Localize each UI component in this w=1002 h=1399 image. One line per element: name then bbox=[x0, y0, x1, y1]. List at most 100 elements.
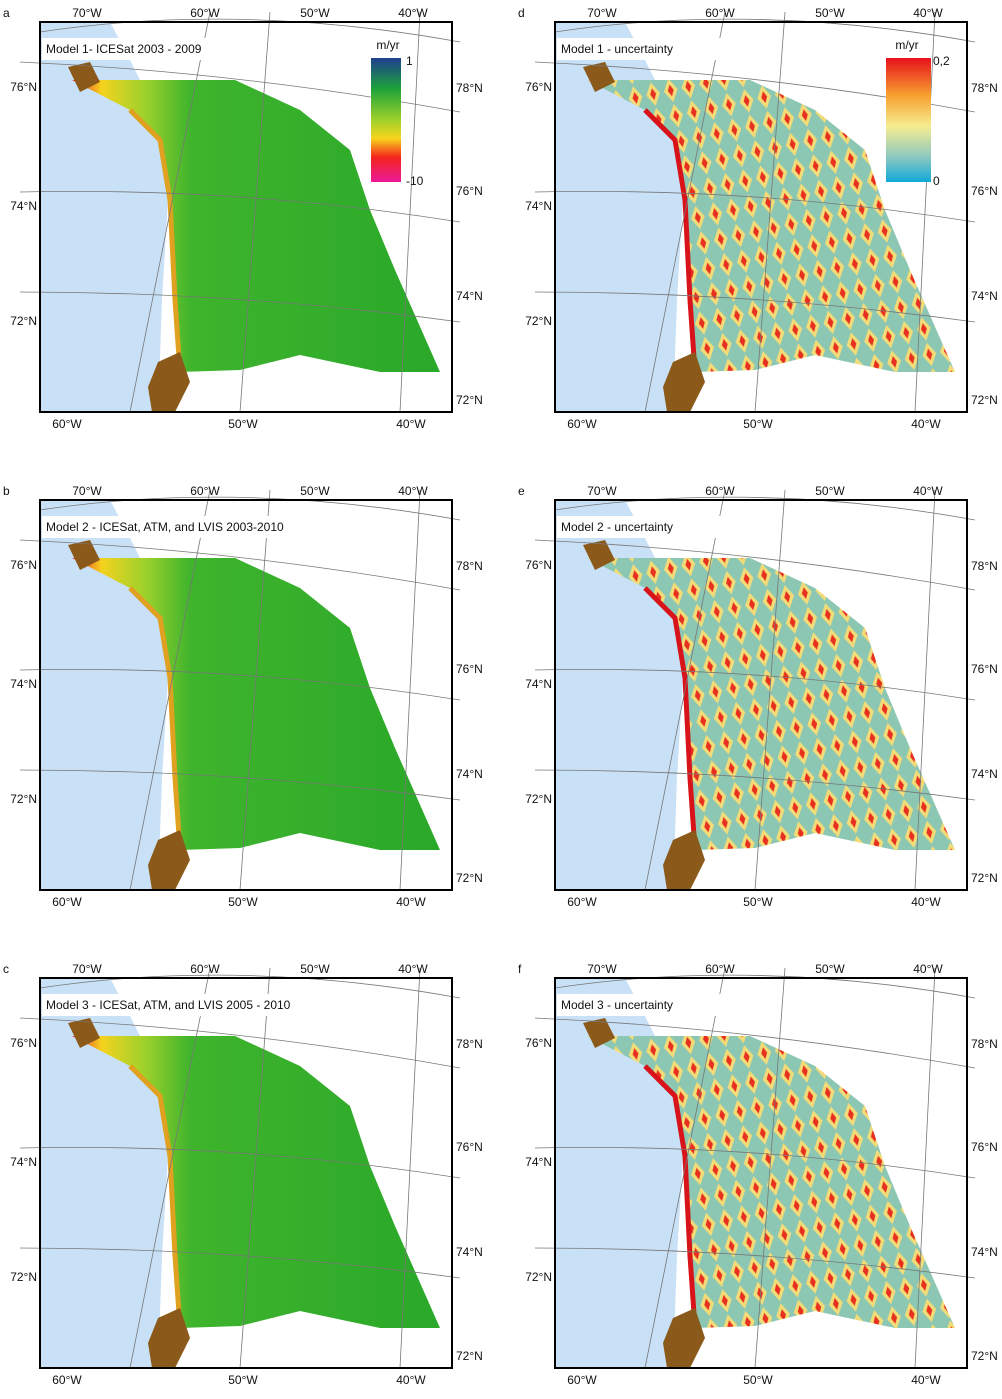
map-panel: Model 1- ICESat 2003 - 2009 m/yr 1 -10 bbox=[19, 11, 461, 413]
lat-label-left: 76°N bbox=[10, 558, 37, 572]
lon-label-top: 40°W bbox=[398, 6, 428, 20]
panel-letter: e bbox=[518, 484, 525, 498]
lat-label-right: 78°N bbox=[456, 81, 483, 95]
lat-label-left: 76°N bbox=[525, 1036, 552, 1050]
lat-label-right: 76°N bbox=[456, 184, 483, 198]
lon-label-bottom: 40°W bbox=[396, 895, 426, 909]
lat-label-left: 74°N bbox=[525, 1155, 552, 1169]
graticule bbox=[129, 11, 211, 413]
lon-label-bottom: 40°W bbox=[396, 417, 426, 431]
graticule bbox=[39, 496, 461, 521]
lat-label-right: 76°N bbox=[971, 662, 998, 676]
panel-letter: b bbox=[3, 484, 10, 498]
panel-letter: f bbox=[518, 962, 522, 976]
colorbar bbox=[371, 58, 401, 182]
lat-label-right: 76°N bbox=[456, 662, 483, 676]
lon-label-top: 40°W bbox=[913, 484, 943, 498]
map-panel: Model 1 - uncertainty m/yr 0,2 0 bbox=[534, 11, 976, 413]
colorbar-min: -10 bbox=[406, 174, 424, 188]
frame bbox=[39, 21, 453, 413]
lat-label-right: 72°N bbox=[456, 393, 483, 407]
lon-label-bottom: 60°W bbox=[567, 417, 597, 431]
lon-label-top: 40°W bbox=[913, 962, 943, 976]
coast-edge bbox=[128, 108, 183, 373]
graticule bbox=[534, 668, 976, 701]
frame bbox=[554, 977, 968, 1369]
lat-label-right: 72°N bbox=[456, 871, 483, 885]
graticule bbox=[19, 291, 461, 323]
panel-title: Model 2 - ICESat, ATM, and LVIS 2003-201… bbox=[46, 520, 284, 534]
graticule bbox=[19, 1017, 461, 1069]
panel-title: Model 2 - uncertainty bbox=[561, 520, 673, 534]
lat-label-left: 74°N bbox=[525, 677, 552, 691]
lon-label-bottom: 50°W bbox=[743, 895, 773, 909]
lon-label-top: 50°W bbox=[815, 484, 845, 498]
frame bbox=[554, 499, 968, 891]
map-panel: Model 2 - ICESat, ATM, and LVIS 2003-201… bbox=[19, 489, 461, 891]
map-panel: Model 2 - uncertainty bbox=[534, 489, 976, 891]
lon-label-bottom: 60°W bbox=[567, 1373, 597, 1387]
lon-label-top: 70°W bbox=[72, 962, 102, 976]
lon-label-top: 60°W bbox=[705, 484, 735, 498]
graticule bbox=[129, 967, 211, 1369]
graticule bbox=[39, 18, 461, 43]
lat-label-right: 72°N bbox=[971, 871, 998, 885]
graticule bbox=[754, 11, 786, 413]
graticule bbox=[644, 489, 726, 891]
lon-label-top: 70°W bbox=[587, 484, 617, 498]
lon-label-top: 50°W bbox=[300, 6, 330, 20]
colorbar bbox=[886, 58, 931, 182]
graticule bbox=[754, 489, 786, 891]
lon-label-top: 40°W bbox=[398, 962, 428, 976]
lon-label-bottom: 50°W bbox=[743, 417, 773, 431]
map-panel: Model 3 - ICESat, ATM, and LVIS 2005 - 2… bbox=[19, 967, 461, 1369]
coast-edge bbox=[643, 1064, 698, 1329]
colorbar-min: 0 bbox=[933, 174, 940, 188]
lat-label-left: 72°N bbox=[525, 314, 552, 328]
graticule bbox=[914, 11, 936, 413]
lon-label-top: 60°W bbox=[705, 962, 735, 976]
lat-label-left: 74°N bbox=[10, 1155, 37, 1169]
lat-label-right: 76°N bbox=[971, 1140, 998, 1154]
lon-label-top: 60°W bbox=[190, 6, 220, 20]
lat-label-left: 76°N bbox=[10, 80, 37, 94]
lat-label-left: 72°N bbox=[525, 1270, 552, 1284]
graticule bbox=[19, 1146, 461, 1179]
lat-label-left: 74°N bbox=[525, 199, 552, 213]
land-coast bbox=[68, 540, 190, 890]
lon-label-top: 50°W bbox=[300, 962, 330, 976]
lon-label-top: 60°W bbox=[705, 6, 735, 20]
lon-label-bottom: 40°W bbox=[911, 895, 941, 909]
graticule bbox=[19, 1247, 461, 1279]
colorbar-unit: m/yr bbox=[376, 38, 399, 52]
lon-label-top: 50°W bbox=[815, 6, 845, 20]
frame bbox=[39, 977, 453, 1369]
colorbar-max: 0,2 bbox=[933, 54, 950, 68]
lat-label-right: 72°N bbox=[971, 1349, 998, 1363]
lon-label-bottom: 40°W bbox=[911, 417, 941, 431]
title-box bbox=[557, 38, 727, 60]
frame bbox=[39, 499, 453, 891]
lon-label-bottom: 50°W bbox=[228, 417, 258, 431]
lat-label-right: 74°N bbox=[456, 289, 483, 303]
graticule bbox=[554, 496, 976, 521]
lat-label-right: 78°N bbox=[971, 559, 998, 573]
coast-edge bbox=[643, 108, 698, 373]
lat-label-left: 72°N bbox=[525, 792, 552, 806]
graticule bbox=[754, 967, 786, 1369]
graticule bbox=[554, 18, 976, 43]
lon-label-bottom: 50°W bbox=[743, 1373, 773, 1387]
lat-label-right: 74°N bbox=[971, 767, 998, 781]
coast-edge bbox=[643, 586, 698, 851]
graticule bbox=[19, 190, 461, 223]
graticule bbox=[129, 489, 211, 891]
lon-label-bottom: 50°W bbox=[228, 1373, 258, 1387]
lon-label-top: 70°W bbox=[587, 962, 617, 976]
panel-title: Model 1 - uncertainty bbox=[561, 42, 673, 56]
graticule bbox=[239, 489, 271, 891]
graticule bbox=[534, 1247, 976, 1279]
lat-label-right: 72°N bbox=[971, 393, 998, 407]
colorbar-unit: m/yr bbox=[895, 38, 918, 52]
lat-label-right: 76°N bbox=[456, 1140, 483, 1154]
